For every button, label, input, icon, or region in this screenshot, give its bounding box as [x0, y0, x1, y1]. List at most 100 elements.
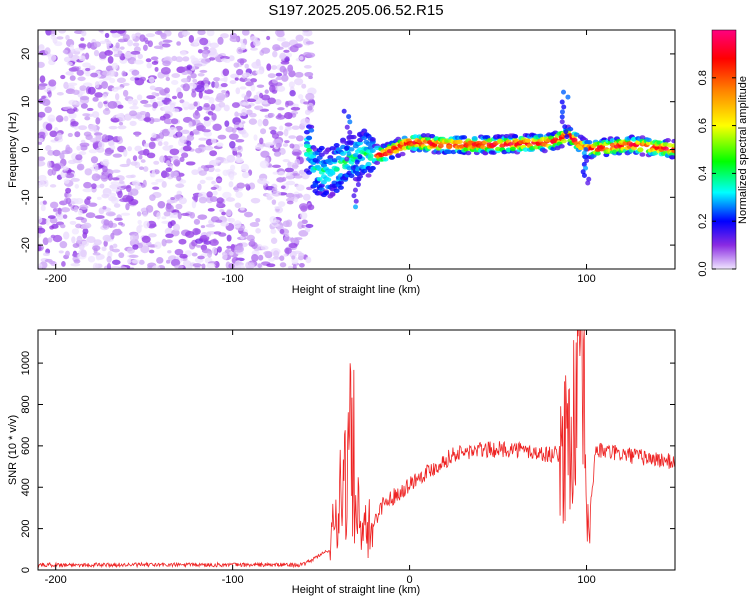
heatmap-cell — [49, 201, 59, 209]
heatmap-cell — [174, 248, 184, 256]
heatmap-cell — [244, 78, 252, 82]
heatmap-cell — [346, 135, 352, 141]
heatmap-cell — [171, 229, 180, 237]
heatmap-cell — [282, 158, 290, 163]
heatmap-cell — [203, 131, 213, 137]
heatmap-cell — [163, 141, 169, 146]
heatmap-cell — [156, 138, 163, 143]
heatmap-cell — [180, 78, 190, 83]
heatmap-cell — [235, 191, 243, 198]
x-tick-label: -100 — [222, 574, 244, 586]
heatmap-cell — [231, 102, 240, 109]
heatmap-cell — [325, 177, 332, 182]
heatmap-cell — [229, 251, 234, 256]
heatmap-cell — [234, 77, 239, 81]
heatmap-cell — [59, 241, 68, 249]
heatmap-cell — [88, 149, 98, 154]
heatmap-cell — [258, 254, 264, 261]
heatmap-cell — [264, 89, 269, 94]
heatmap-cell — [248, 112, 257, 118]
heatmap-cell — [163, 211, 171, 217]
heatmap-cell — [171, 73, 181, 78]
heatmap-cell — [266, 195, 273, 201]
heatmap-cell — [250, 84, 256, 92]
heatmap-cell — [241, 171, 250, 179]
heatmap-cell — [250, 78, 258, 83]
heatmap-cell — [132, 102, 138, 107]
heatmap-cell — [182, 83, 190, 92]
heatmap-cell — [107, 56, 114, 64]
heatmap-cell — [134, 182, 142, 190]
heatmap-cell — [42, 200, 47, 205]
heatmap-cell — [109, 77, 116, 84]
heatmap-cell — [567, 126, 574, 132]
heatmap-cell — [280, 185, 286, 190]
heatmap-cell — [412, 134, 419, 139]
heatmap-cell — [63, 178, 70, 184]
heatmap-cell — [151, 91, 157, 96]
heatmap-cell — [272, 171, 279, 175]
heatmap-cell — [271, 190, 282, 197]
heatmap-cell — [217, 134, 227, 140]
heatmap-cell — [239, 86, 247, 90]
heatmap-cell — [112, 153, 123, 158]
heatmap-cell — [198, 137, 207, 141]
heatmap-cell — [318, 152, 325, 157]
heatmap-cell — [266, 35, 271, 41]
heatmap-cell — [288, 242, 298, 249]
heatmap-cell — [204, 83, 209, 91]
x-tick-label: -200 — [45, 574, 67, 586]
heatmap-cell — [275, 72, 283, 77]
heatmap-cell — [285, 52, 293, 58]
heatmap-cell — [512, 134, 519, 139]
heatmap-cell — [159, 155, 166, 163]
heatmap-cell — [134, 145, 142, 152]
heatmap-cell — [279, 125, 284, 131]
heatmap-cell — [197, 255, 205, 260]
heatmap-cell — [102, 165, 108, 173]
heatmap-cell — [103, 101, 108, 105]
heatmap-cell — [72, 243, 80, 248]
heatmap-cell — [117, 38, 127, 43]
heatmap-cell — [222, 169, 229, 176]
heatmap-cell — [38, 61, 45, 68]
heatmap-cell — [254, 144, 264, 150]
heatmap-cell — [111, 248, 121, 253]
heatmap-cell — [80, 144, 88, 151]
heatmap-cell — [302, 30, 310, 33]
figure-title: S197.2025.205.06.52.R15 — [268, 2, 443, 19]
heatmap-cell — [66, 108, 76, 114]
heatmap-cell — [78, 55, 86, 62]
heatmap-cell — [214, 168, 221, 173]
heatmap-cell — [299, 263, 305, 268]
heatmap-cell — [153, 45, 163, 50]
heatmap-cell — [344, 145, 350, 151]
heatmap-cell — [162, 105, 172, 112]
heatmap-cell — [176, 175, 182, 182]
heatmap-cell — [267, 97, 276, 105]
heatmap-cell — [132, 244, 139, 250]
y-tick-label: 200 — [20, 519, 32, 537]
heatmap-cell — [105, 107, 110, 111]
heatmap-cell — [102, 91, 109, 96]
heatmap-cell — [399, 151, 406, 157]
heatmap-cell — [79, 204, 89, 210]
heatmap-cell — [201, 50, 209, 59]
heatmap-cell — [92, 262, 99, 269]
heatmap-cell — [209, 196, 218, 203]
heatmap-cell — [298, 230, 309, 237]
heatmap-cell — [203, 103, 210, 108]
heatmap-cell — [318, 145, 325, 151]
heatmap-cell — [174, 160, 180, 167]
heatmap-cell — [171, 95, 178, 100]
heatmap-cell — [132, 42, 140, 47]
heatmap-cell — [283, 49, 290, 53]
heatmap-cell — [126, 247, 135, 254]
heatmap-cell — [190, 72, 197, 79]
heatmap-cell — [41, 95, 46, 99]
heatmap-cell — [282, 68, 288, 76]
heatmap-cell — [83, 131, 92, 137]
heatmap-cell — [141, 235, 151, 243]
heatmap-cell — [564, 134, 570, 140]
heatmap-cell — [169, 106, 176, 113]
